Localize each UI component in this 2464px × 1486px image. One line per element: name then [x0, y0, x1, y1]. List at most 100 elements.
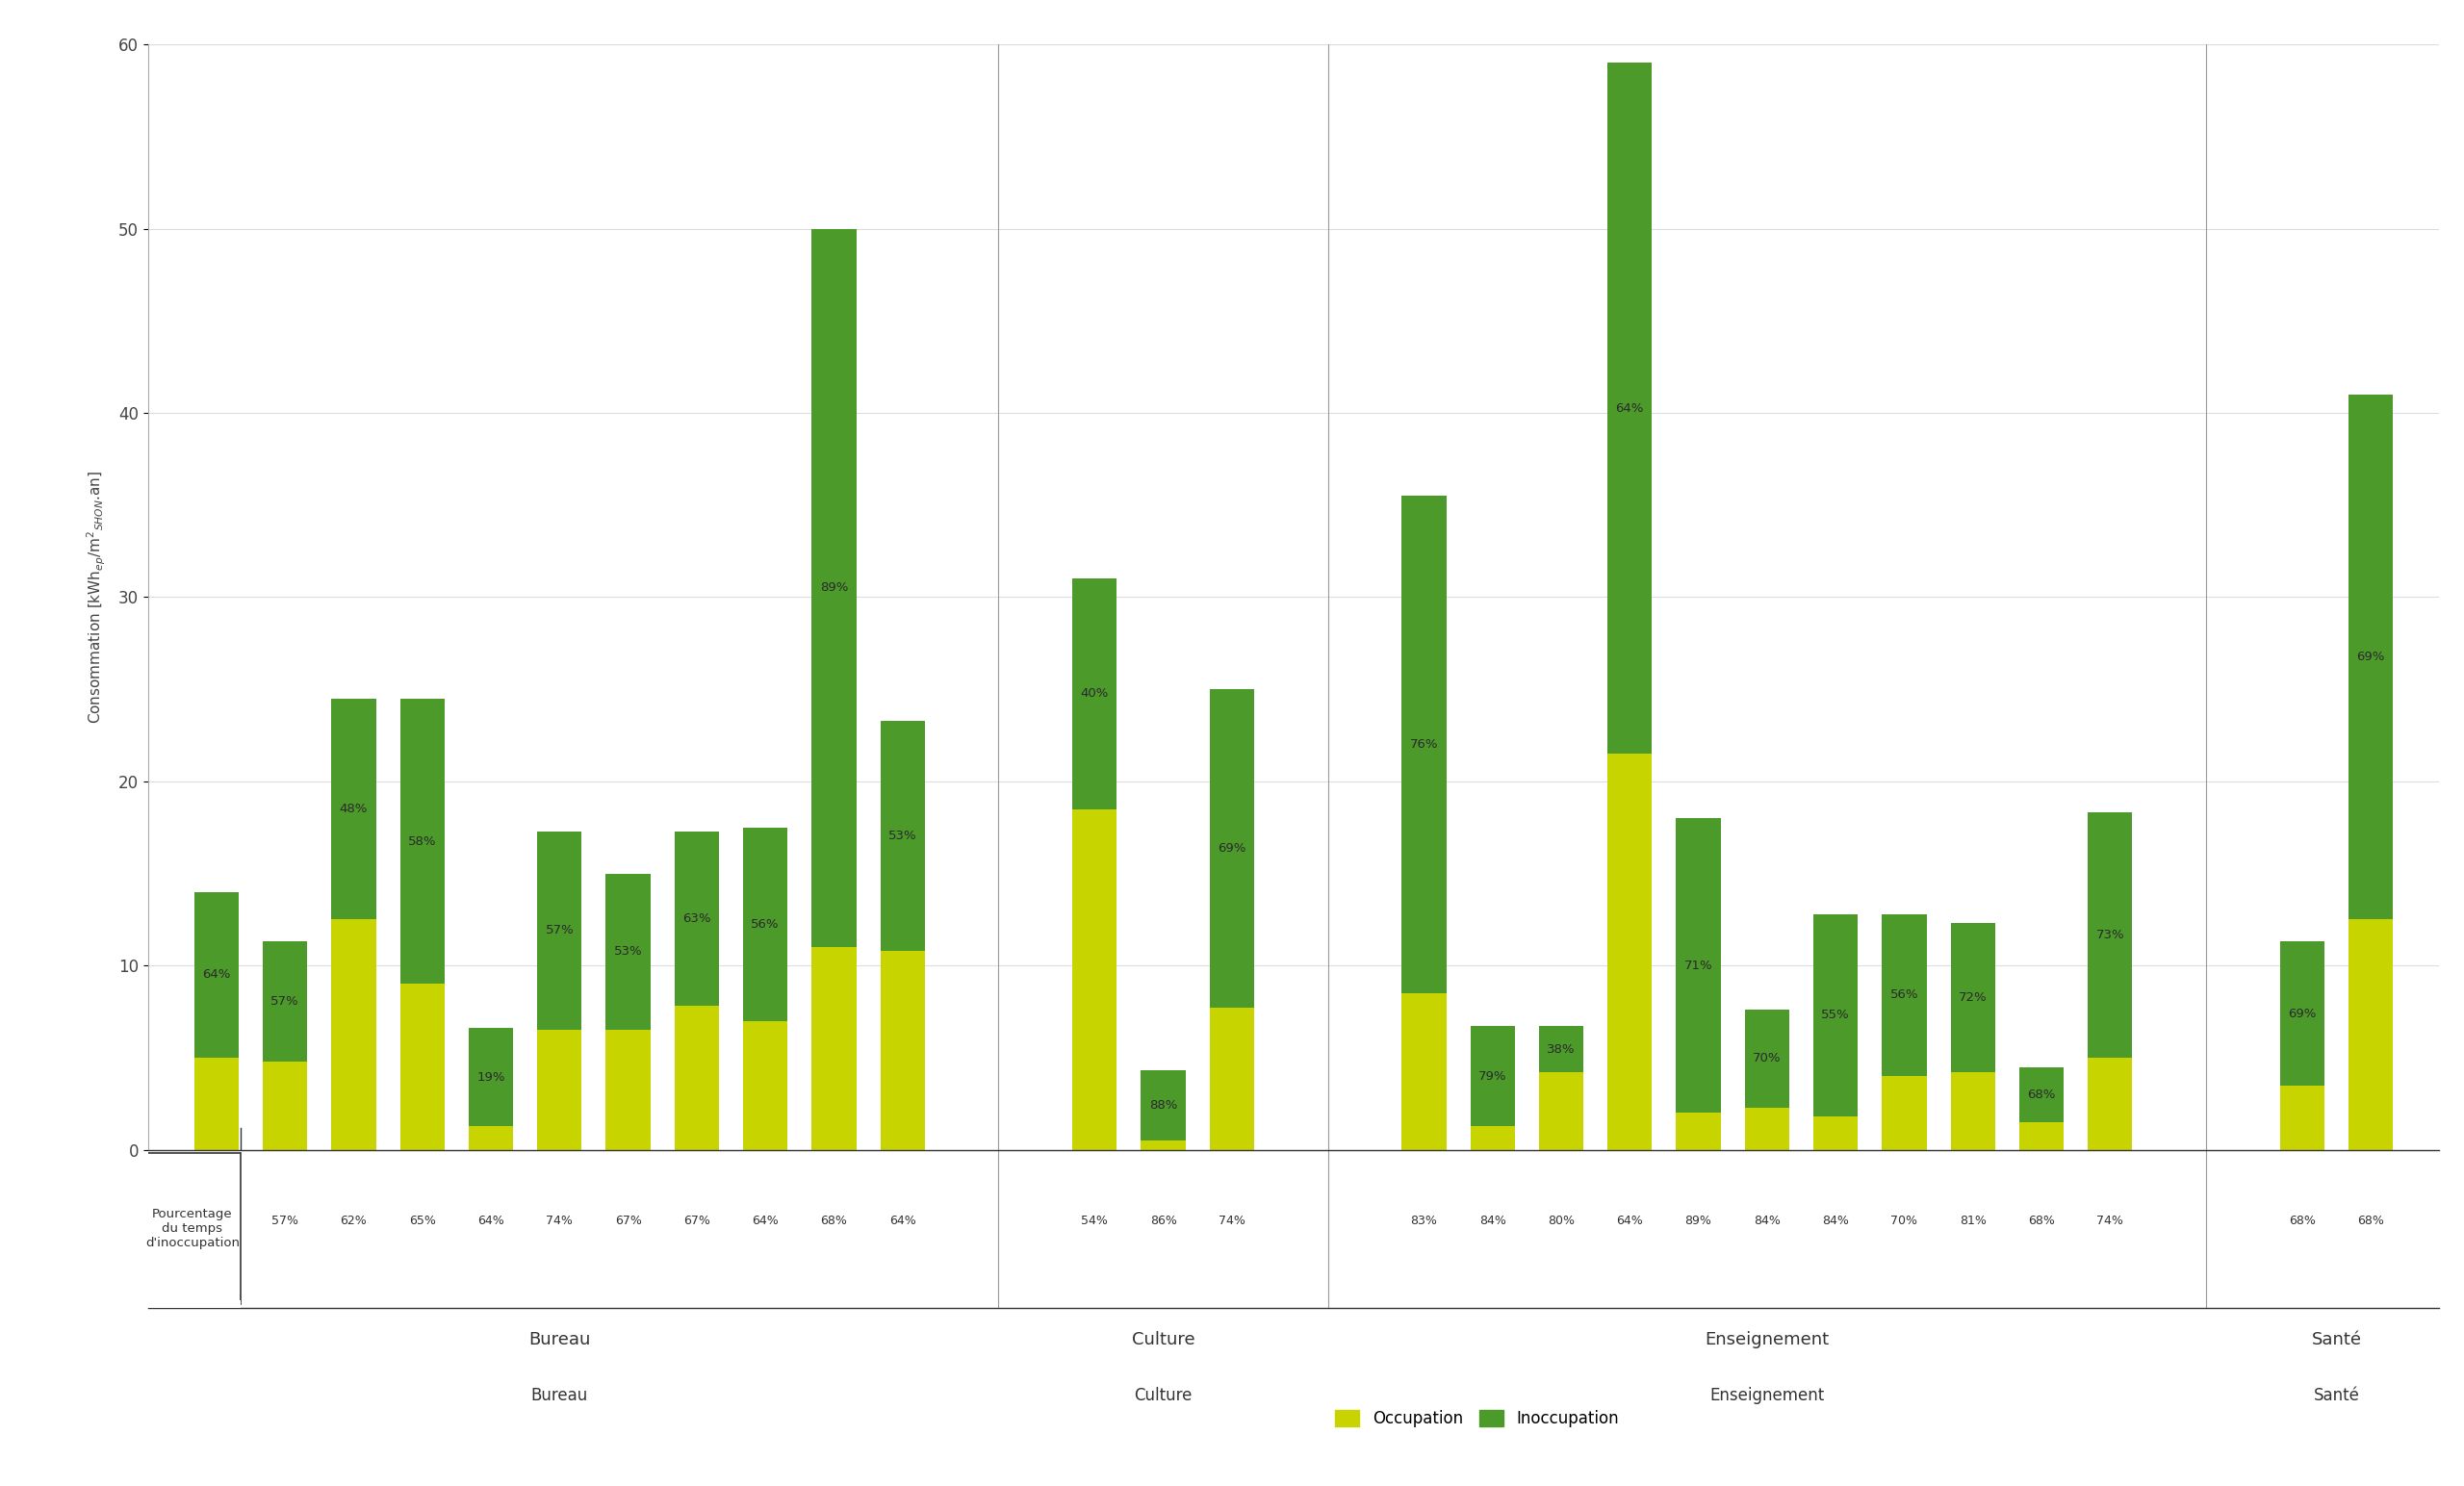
Bar: [1141, 1070, 1185, 1141]
Text: 64%: 64%: [202, 1214, 229, 1227]
Bar: [880, 951, 924, 1150]
Text: 88%: 88%: [1148, 1100, 1178, 1112]
Bar: [675, 831, 719, 1006]
Text: Santé: Santé: [2311, 1331, 2361, 1349]
Text: 68%: 68%: [2028, 1088, 2055, 1101]
FancyBboxPatch shape: [145, 1153, 241, 1305]
Bar: [1210, 1008, 1254, 1150]
Text: 64%: 64%: [202, 969, 232, 981]
Text: Santé: Santé: [2314, 1386, 2361, 1404]
Text: 74%: 74%: [547, 1214, 574, 1227]
Bar: [1951, 1073, 1996, 1150]
Bar: [2087, 1058, 2131, 1150]
Text: 54%: 54%: [1082, 1214, 1109, 1227]
Text: 83%: 83%: [1409, 1214, 1437, 1227]
Text: 64%: 64%: [890, 1214, 917, 1227]
Bar: [1745, 1107, 1789, 1150]
Text: 76%: 76%: [1409, 739, 1439, 750]
Bar: [1607, 753, 1651, 1150]
Text: 64%: 64%: [1616, 1214, 1643, 1227]
Text: 69%: 69%: [2356, 651, 2385, 663]
Text: 80%: 80%: [1547, 1214, 1574, 1227]
Bar: [744, 1021, 788, 1150]
Y-axis label: Consommation [kWh$_{ep}$/m$^{2}$$_{SHON}$.an]: Consommation [kWh$_{ep}$/m$^{2}$$_{SHON}…: [86, 471, 108, 724]
Text: 67%: 67%: [614, 1214, 641, 1227]
Text: 68%: 68%: [2028, 1214, 2055, 1227]
Bar: [537, 1030, 582, 1150]
Text: 68%: 68%: [821, 1214, 848, 1227]
Bar: [744, 828, 788, 1021]
Bar: [264, 942, 308, 1061]
Text: 68%: 68%: [2358, 1214, 2385, 1227]
Bar: [1402, 993, 1446, 1150]
Text: 53%: 53%: [890, 829, 917, 843]
Bar: [1882, 914, 1927, 1076]
Legend: Occupation, Inoccupation: Occupation, Inoccupation: [1328, 1404, 1624, 1434]
Text: 74%: 74%: [1217, 1214, 1244, 1227]
Text: 79%: 79%: [1478, 1070, 1508, 1082]
Bar: [2348, 395, 2393, 920]
Bar: [1814, 1116, 1858, 1150]
Text: 19%: 19%: [476, 1071, 505, 1083]
Text: Enseignement: Enseignement: [1710, 1386, 1823, 1404]
Text: 89%: 89%: [1685, 1214, 1712, 1227]
Bar: [606, 874, 650, 1030]
Bar: [330, 698, 377, 920]
Bar: [1607, 62, 1651, 753]
Bar: [537, 831, 582, 1030]
Bar: [1402, 496, 1446, 993]
Bar: [399, 698, 444, 984]
Bar: [195, 892, 239, 1058]
Bar: [195, 1058, 239, 1150]
Bar: [2087, 813, 2131, 1058]
Bar: [811, 229, 855, 947]
Text: Culture: Culture: [1131, 1331, 1195, 1349]
Bar: [330, 920, 377, 1150]
Text: 56%: 56%: [1890, 988, 1919, 1002]
Text: Bureau: Bureau: [530, 1386, 589, 1404]
Text: 67%: 67%: [683, 1214, 710, 1227]
Bar: [1141, 1141, 1185, 1150]
Bar: [1471, 1126, 1515, 1150]
Text: 40%: 40%: [1082, 688, 1109, 700]
Bar: [468, 1126, 513, 1150]
Text: 84%: 84%: [1823, 1214, 1848, 1227]
Bar: [811, 947, 855, 1150]
Text: 57%: 57%: [271, 1214, 298, 1227]
Bar: [1676, 1113, 1720, 1150]
Bar: [675, 1006, 719, 1150]
Bar: [1540, 1027, 1584, 1073]
Text: 58%: 58%: [409, 835, 436, 847]
Text: 56%: 56%: [752, 918, 779, 930]
Text: 68%: 68%: [2289, 1214, 2316, 1227]
Bar: [468, 1028, 513, 1126]
Text: 57%: 57%: [271, 996, 298, 1008]
Text: 72%: 72%: [1959, 991, 1986, 1005]
Bar: [606, 1030, 650, 1150]
Text: 86%: 86%: [1151, 1214, 1178, 1227]
Bar: [2348, 920, 2393, 1150]
Text: 74%: 74%: [2097, 1214, 2124, 1227]
Text: 70%: 70%: [1890, 1214, 1917, 1227]
Text: 38%: 38%: [1547, 1043, 1574, 1055]
Text: 64%: 64%: [1616, 403, 1643, 415]
Text: 84%: 84%: [1478, 1214, 1506, 1227]
Text: Bureau: Bureau: [527, 1331, 591, 1349]
Text: 70%: 70%: [1752, 1052, 1781, 1065]
Bar: [1814, 914, 1858, 1116]
Text: 81%: 81%: [1959, 1214, 1986, 1227]
Text: 73%: 73%: [2097, 929, 2124, 942]
Bar: [1882, 1076, 1927, 1150]
Bar: [2279, 1085, 2324, 1150]
Bar: [1072, 578, 1116, 808]
Bar: [1951, 923, 1996, 1073]
Text: Culture: Culture: [1133, 1386, 1193, 1404]
Bar: [1210, 690, 1254, 1008]
Text: 71%: 71%: [1683, 960, 1712, 972]
Text: 55%: 55%: [1821, 1009, 1850, 1021]
Text: 84%: 84%: [1754, 1214, 1781, 1227]
Bar: [1471, 1027, 1515, 1126]
Bar: [1072, 808, 1116, 1150]
Text: Enseignement: Enseignement: [1705, 1331, 1828, 1349]
Bar: [264, 1061, 308, 1150]
